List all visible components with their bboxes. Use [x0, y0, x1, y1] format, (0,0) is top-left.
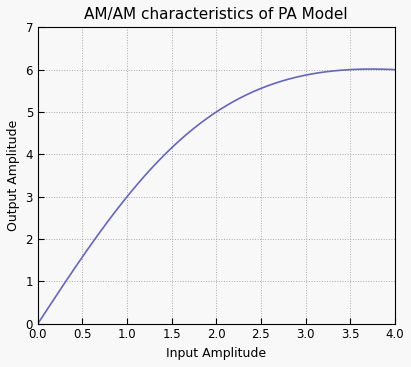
- Y-axis label: Output Amplitude: Output Amplitude: [7, 120, 20, 231]
- Title: AM/AM characteristics of PA Model: AM/AM characteristics of PA Model: [85, 7, 348, 22]
- X-axis label: Input Amplitude: Input Amplitude: [166, 347, 266, 360]
